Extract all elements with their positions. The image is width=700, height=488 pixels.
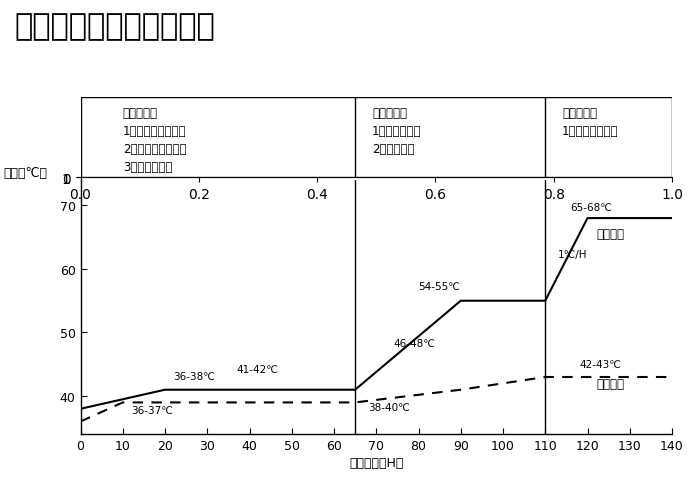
Text: 1、全坑烟干筋：: 1、全坑烟干筋：	[562, 125, 619, 138]
Text: 36-37℃: 36-37℃	[131, 406, 173, 415]
Text: 1、烟叶黄叶青筋：: 1、烟叶黄叶青筋：	[122, 125, 186, 138]
Text: 干球温度: 干球温度	[596, 228, 624, 241]
Text: 2、大卷筒：: 2、大卷筒：	[372, 142, 414, 156]
Text: 42-43℃: 42-43℃	[579, 360, 621, 369]
Text: 第一阶段：定黄: 第一阶段：定黄	[190, 150, 246, 163]
Text: 第三阶段：干筋: 第三阶段：干筋	[580, 150, 636, 163]
Text: 46-48℃: 46-48℃	[393, 339, 435, 349]
Text: 38-40℃: 38-40℃	[368, 402, 409, 412]
Text: 湿球温度: 湿球温度	[596, 377, 624, 390]
Text: 达到目标：: 达到目标：	[122, 107, 158, 120]
Text: 温度（℃）: 温度（℃）	[4, 167, 48, 180]
Text: 1℃/H: 1℃/H	[558, 250, 587, 260]
X-axis label: 烘烤时间（H）: 烘烤时间（H）	[349, 456, 403, 469]
Text: 达到目标：: 达到目标：	[562, 107, 597, 120]
Text: 41-42℃: 41-42℃	[237, 364, 279, 374]
Text: 2、充分凋萎塌架：: 2、充分凋萎塌架：	[122, 142, 186, 156]
Text: 第二阶段：定色: 第二阶段：定色	[422, 150, 478, 163]
Text: 1、叶片全干：: 1、叶片全干：	[372, 125, 421, 138]
Text: 65-68℃: 65-68℃	[570, 203, 612, 212]
Text: 54-55℃: 54-55℃	[419, 282, 461, 292]
Text: 达到目标：: 达到目标：	[372, 107, 407, 120]
Text: 烤烟三段式烘烤技术简图: 烤烟三段式烘烤技术简图	[14, 12, 215, 41]
Text: 3、主叶发软：: 3、主叶发软：	[122, 161, 172, 173]
Text: 36-38℃: 36-38℃	[174, 372, 216, 382]
